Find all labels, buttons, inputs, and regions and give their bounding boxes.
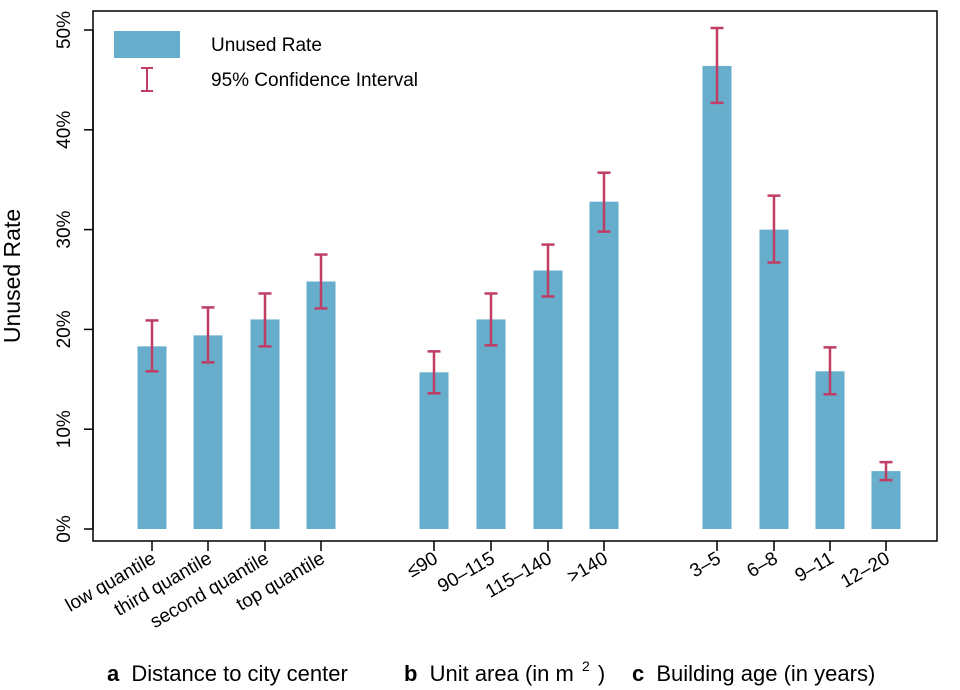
bar: [137, 346, 167, 529]
y-tick-label: 40%: [54, 111, 75, 149]
x-tick-label: ≤90: [404, 548, 442, 582]
error-bar: [258, 292, 272, 348]
error-bar: [427, 350, 441, 395]
bar: [533, 270, 563, 529]
error-bar: [201, 306, 215, 364]
legend-bar-swatch: [114, 31, 180, 58]
y-tick-label: 0%: [54, 515, 75, 543]
y-axis-ticks: 0% 10% 20% 30% 40% 50%: [54, 11, 93, 543]
error-bars: [145, 26, 893, 482]
bar: [759, 229, 789, 529]
error-bar: [767, 194, 781, 264]
x-tick-label: 3–5: [687, 548, 725, 582]
error-bar: [823, 346, 837, 396]
bar: [702, 65, 732, 529]
error-bar: [314, 253, 328, 310]
error-bar: [145, 319, 159, 373]
caption-c: c Building age (in years): [632, 661, 875, 686]
bar: [476, 319, 506, 529]
error-bar: [879, 460, 893, 482]
y-tick-label: 10%: [54, 410, 75, 448]
error-bar: [541, 243, 555, 298]
caption-b: b Unit area (in m 2 ): [404, 651, 605, 686]
error-bar: [484, 292, 498, 347]
bar: [815, 371, 845, 529]
bar: [250, 319, 280, 529]
caption-a: a Distance to city center: [107, 661, 348, 686]
y-axis-label: Unused Rate: [0, 209, 25, 343]
legend-ci-swatch: [141, 67, 153, 92]
error-bar: [597, 171, 611, 233]
bar: [419, 372, 449, 529]
y-tick-label: 30%: [54, 210, 75, 248]
error-bar: [710, 26, 724, 105]
y-tick-label: 20%: [54, 310, 75, 348]
bars: [137, 65, 901, 529]
x-tick-label: 115–140: [482, 548, 555, 602]
group-captions: a Distance to city center b Unit area (i…: [107, 651, 875, 686]
bar: [589, 201, 619, 529]
legend-bar-label: Unused Rate: [211, 35, 322, 56]
x-tick-label: 9–11: [792, 548, 838, 587]
y-tick-label: 50%: [54, 11, 75, 49]
x-tick-label: >140: [564, 548, 612, 588]
bar: [306, 281, 336, 529]
x-tick-label: 6–8: [744, 548, 782, 582]
bar: [193, 335, 223, 529]
x-tick-label: 12–20: [837, 548, 893, 593]
legend-ci-label: 95% Confidence Interval: [211, 70, 418, 91]
legend: Unused Rate 95% Confidence Interval: [114, 31, 418, 92]
